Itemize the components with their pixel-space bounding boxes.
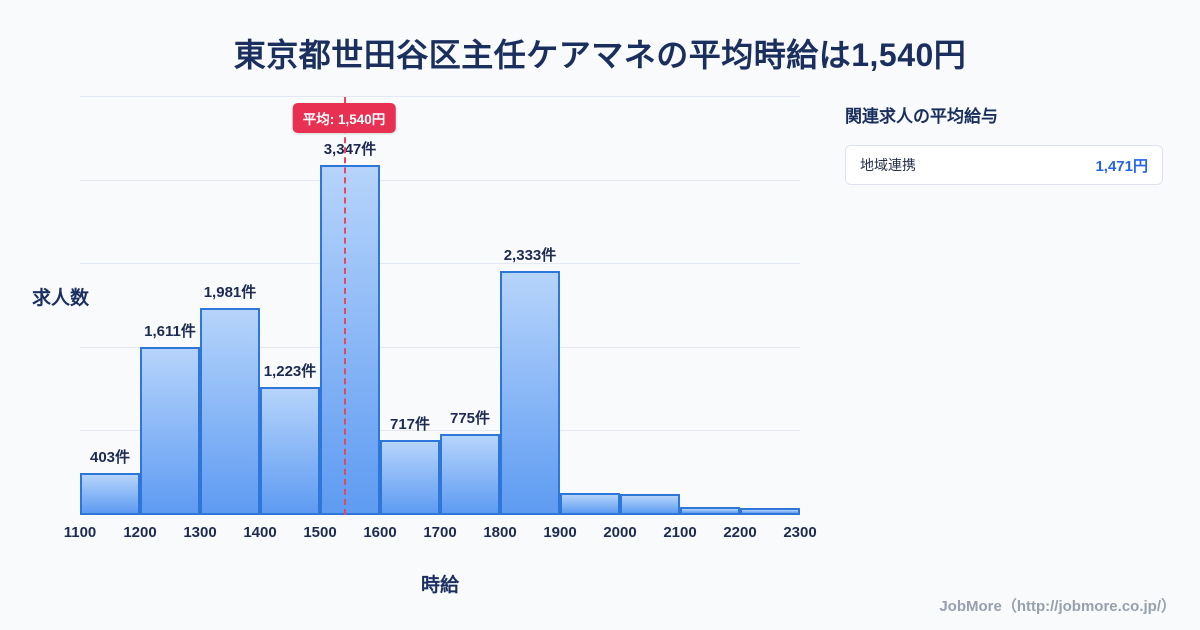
- bar-value-label: 2,333件: [503, 247, 557, 265]
- plot-area: 403件 1,611件 1,981件 1,223件 3,347件 717件 775件 2,33…: [80, 96, 800, 515]
- bar-1600: [380, 440, 440, 515]
- bar-value-label: 1,611件: [144, 322, 196, 340]
- x-tick-1300: 1300: [183, 524, 217, 541]
- bar-1200: [140, 346, 200, 515]
- side-panel-heading: 関連求人の平均給与: [845, 107, 998, 126]
- x-tick-1500: 1500: [303, 524, 337, 541]
- x-tick-1700: 1700: [423, 524, 457, 541]
- bar-2000: [620, 494, 680, 515]
- x-tick-1600: 1600: [363, 524, 397, 541]
- y-axis-label: 求人数: [32, 288, 90, 309]
- related-job-label: 地域連携: [860, 157, 916, 173]
- x-tick-2200: 2200: [723, 524, 757, 541]
- gridline: [80, 179, 800, 181]
- bar-value-label: 1,223件: [263, 363, 317, 381]
- x-axis-label: 時給: [420, 575, 459, 596]
- x-tick-1800: 1800: [483, 524, 517, 541]
- gridline: [80, 430, 800, 432]
- x-tick-2100: 2100: [663, 524, 697, 541]
- bar-value-label: 1,981件: [203, 284, 257, 301]
- related-salary-card: 地域連携 1,471円: [845, 145, 1163, 185]
- footer-credit: JobMore（http://jobmore.co.jp/）: [939, 598, 1176, 615]
- bar-1300: [200, 308, 260, 515]
- bar-1900: [560, 493, 620, 515]
- page-title: 東京都世田谷区主任ケアマネの平均時給は1,540円: [233, 37, 967, 73]
- bar-1400: [260, 387, 320, 515]
- x-axis-ticks: 1100 1200 1300 1400 1500 1600 1700 1800 1900 2000…: [64, 524, 817, 546]
- x-tick-1400: 1400: [243, 524, 277, 541]
- bar-value-label: 403件: [89, 448, 131, 466]
- bar-2200: [740, 507, 800, 515]
- x-tick-1100: 1100: [63, 524, 97, 541]
- bar-value-label: 3,347件: [323, 141, 377, 159]
- bar-1500: [320, 165, 380, 515]
- related-job-value: 1,471円: [1095, 157, 1148, 175]
- x-tick-2300: 2300: [783, 524, 817, 541]
- gridline: [80, 96, 800, 97]
- x-tick-2000: 2000: [603, 524, 637, 541]
- x-tick-1900: 1900: [543, 524, 577, 541]
- mean-line: [344, 97, 346, 515]
- bar-1100: [80, 472, 140, 515]
- bar-2100: [680, 507, 740, 515]
- bar-1700: [440, 434, 500, 515]
- gridline: [80, 263, 800, 265]
- mean-badge: 平均: 1,540円: [292, 103, 396, 133]
- bar-value-label: 775件: [449, 410, 491, 428]
- bar-value-label: 717件: [389, 416, 431, 434]
- bar-1800: [500, 271, 560, 515]
- gridline: [80, 346, 800, 348]
- x-tick-1200: 1200: [123, 524, 157, 541]
